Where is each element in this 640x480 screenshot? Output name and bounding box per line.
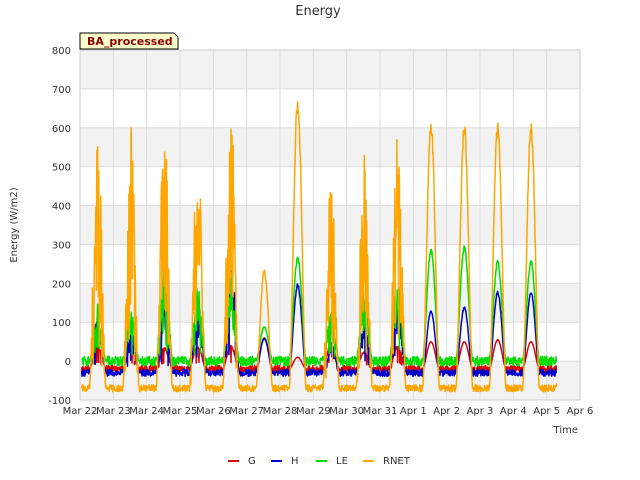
x-tick-label: Mar 29 (296, 406, 331, 417)
x-tick-label: Mar 27 (229, 406, 264, 417)
y-tick-label: 0 (65, 357, 71, 368)
y-tick-label: 400 (52, 202, 71, 213)
series-layer (80, 101, 558, 393)
plot-band (80, 361, 580, 400)
y-tick-label: 500 (52, 163, 71, 174)
y-axis-ticks: -100 0 100 200 300 400 500 600 700 800 (48, 46, 71, 407)
y-tick-label: 200 (52, 279, 71, 290)
series-line-rnet (80, 101, 558, 393)
legend-label-rnet: RNET (383, 456, 411, 467)
chart-title: Energy (295, 4, 341, 19)
x-tick-label: Mar 30 (329, 406, 364, 417)
x-tick-label: Mar 24 (129, 406, 164, 417)
plot-band (80, 283, 580, 323)
series-line-le (81, 245, 558, 367)
x-tick-label: Mar 23 (96, 406, 131, 417)
y-tick-label: 800 (52, 46, 71, 57)
x-tick-label: Mar 26 (196, 406, 231, 417)
plot-border (79, 49, 581, 401)
x-tick-label: Apr 2 (433, 406, 460, 417)
x-tick-label: Mar 31 (363, 406, 398, 417)
y-tick-label: 100 (52, 318, 71, 329)
x-tick-label: Apr 5 (533, 406, 560, 417)
legend-label-le: LE (336, 456, 348, 467)
legend: G H LE RNET (228, 456, 411, 467)
x-tick-label: Apr 6 (567, 406, 594, 417)
x-tick-label: Mar 28 (263, 406, 298, 417)
badge-label: BA_processed (87, 35, 173, 48)
y-tick-label: 600 (52, 124, 71, 135)
processing-badge: BA_processed (79, 32, 179, 50)
x-tick-label: Mar 25 (163, 406, 198, 417)
plot-band (80, 127, 580, 167)
y-tick-label: -100 (48, 396, 71, 407)
x-tick-label: Apr 3 (467, 406, 494, 417)
x-tick-label: Apr 1 (400, 406, 427, 417)
plot-band (80, 50, 580, 89)
y-axis-title: Energy (W/m2) (9, 187, 20, 262)
y-tick-label: 700 (52, 85, 71, 96)
legend-label-h: H (291, 456, 299, 467)
x-axis-title: Time (553, 425, 578, 436)
y-tick-label: 300 (52, 240, 71, 251)
legend-label-g: G (248, 456, 256, 467)
x-tick-label: Apr 4 (500, 406, 527, 417)
x-tick-label: Mar 22 (63, 406, 98, 417)
